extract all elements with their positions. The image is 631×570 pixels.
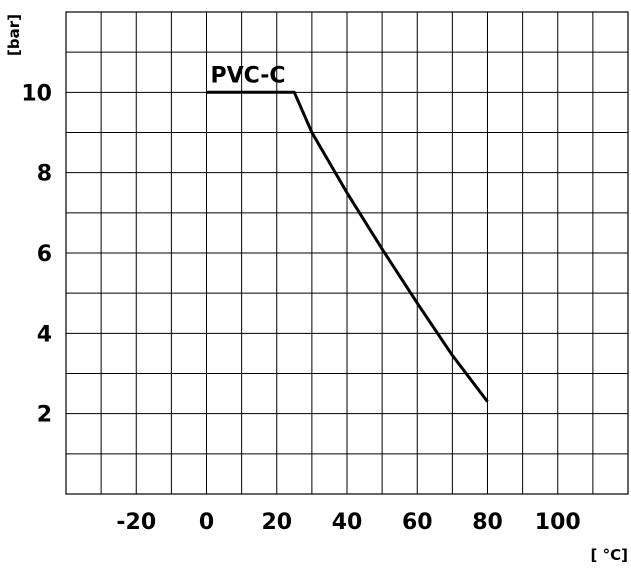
y-tick-label: 8 bbox=[37, 162, 52, 187]
x-tick-label: 60 bbox=[402, 510, 433, 535]
y-tick-label: 6 bbox=[37, 242, 52, 267]
series-label: PVC-C bbox=[211, 63, 286, 88]
x-tick-label: 80 bbox=[472, 510, 503, 535]
y-tick-label: 2 bbox=[37, 403, 52, 428]
series-line bbox=[206, 90, 489, 403]
y-tick-label: 4 bbox=[37, 322, 52, 347]
y-tick-label: 10 bbox=[21, 81, 52, 106]
x-tick-label: 100 bbox=[535, 510, 581, 535]
series-layer: PVC-C bbox=[206, 63, 489, 403]
x-tick-label: 0 bbox=[199, 510, 214, 535]
x-tick-label: -20 bbox=[116, 510, 156, 535]
plot-frame bbox=[65, 11, 629, 495]
y-axis-label: [bar] bbox=[5, 14, 23, 56]
x-tick-label: 20 bbox=[261, 510, 292, 535]
horizontal-gridlines bbox=[66, 51, 628, 455]
x-tick-labels: -20 0 20 40 60 80 100 bbox=[116, 510, 580, 535]
x-tick-label: 40 bbox=[332, 510, 363, 535]
x-axis-label: [ °C] bbox=[591, 546, 628, 564]
y-tick-labels: 2 4 6 8 10 bbox=[21, 81, 52, 427]
